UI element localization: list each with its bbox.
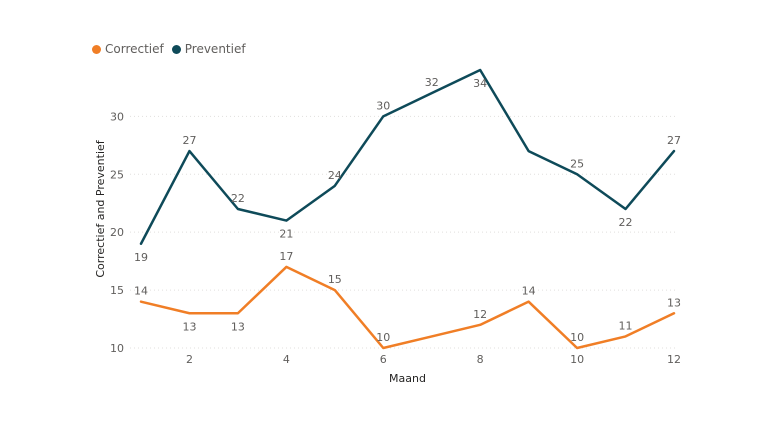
gridlines: [130, 115, 678, 349]
x-axis-ticks: 2 4 6 8 10 12: [186, 353, 681, 366]
legend-item-preventief[interactable]: Preventief: [171, 42, 246, 56]
data-label: 10: [570, 331, 584, 344]
data-label: 32: [425, 76, 439, 89]
data-label: 10: [376, 331, 390, 344]
legend-label-correctief: Correctief: [105, 42, 164, 56]
x-axis-title: Maand: [389, 372, 426, 385]
data-label: 27: [667, 134, 681, 147]
data-label: 34: [473, 77, 487, 90]
data-label: 14: [522, 285, 536, 298]
legend-marker-correctief: [92, 44, 101, 54]
data-label: 21: [279, 228, 293, 241]
data-label: 11: [619, 319, 633, 332]
data-label: 24: [328, 169, 342, 182]
data-label: 13: [231, 320, 245, 333]
x-tick-label: 2: [186, 353, 193, 366]
legend-item-correctief[interactable]: Correctief: [92, 42, 164, 56]
x-tick-label: 10: [570, 353, 584, 366]
data-label: 13: [182, 320, 196, 333]
data-label: 25: [570, 157, 584, 170]
y-tick-label: 15: [110, 284, 124, 297]
data-label: 14: [134, 285, 148, 298]
data-label: 15: [328, 273, 342, 286]
data-label: 13: [667, 296, 681, 309]
y-tick-label: 30: [110, 110, 124, 123]
y-tick-label: 25: [110, 168, 124, 181]
data-label: 17: [279, 250, 293, 263]
y-axis-ticks: 10 15 20 25 30: [110, 110, 124, 355]
y-tick-label: 20: [110, 226, 124, 239]
x-tick-label: 6: [380, 353, 387, 366]
legend-label-preventief: Preventief: [184, 42, 246, 56]
series-line-correctief[interactable]: [139, 265, 676, 350]
y-axis-title: Correctief and Preventief: [94, 139, 107, 277]
data-labels: 14 13 13 17 15 10 12 14 10 11 13 19 27 22 21 24 30 32 34 25…: [134, 76, 681, 344]
data-label: 12: [473, 308, 487, 321]
data-label: 19: [134, 251, 148, 264]
legend-marker-preventief: [171, 44, 181, 54]
data-label: 22: [619, 216, 633, 229]
x-tick-label: 8: [477, 353, 484, 366]
data-label: 27: [182, 134, 196, 147]
series-line-preventief[interactable]: [139, 68, 676, 245]
data-label: 30: [376, 99, 390, 112]
x-tick-label: 12: [667, 353, 681, 366]
y-tick-label: 10: [110, 342, 124, 355]
chart-legend: Correctief Preventief: [92, 42, 254, 56]
series-lines: [139, 68, 676, 350]
x-tick-label: 4: [283, 353, 290, 366]
data-label: 22: [231, 192, 245, 205]
